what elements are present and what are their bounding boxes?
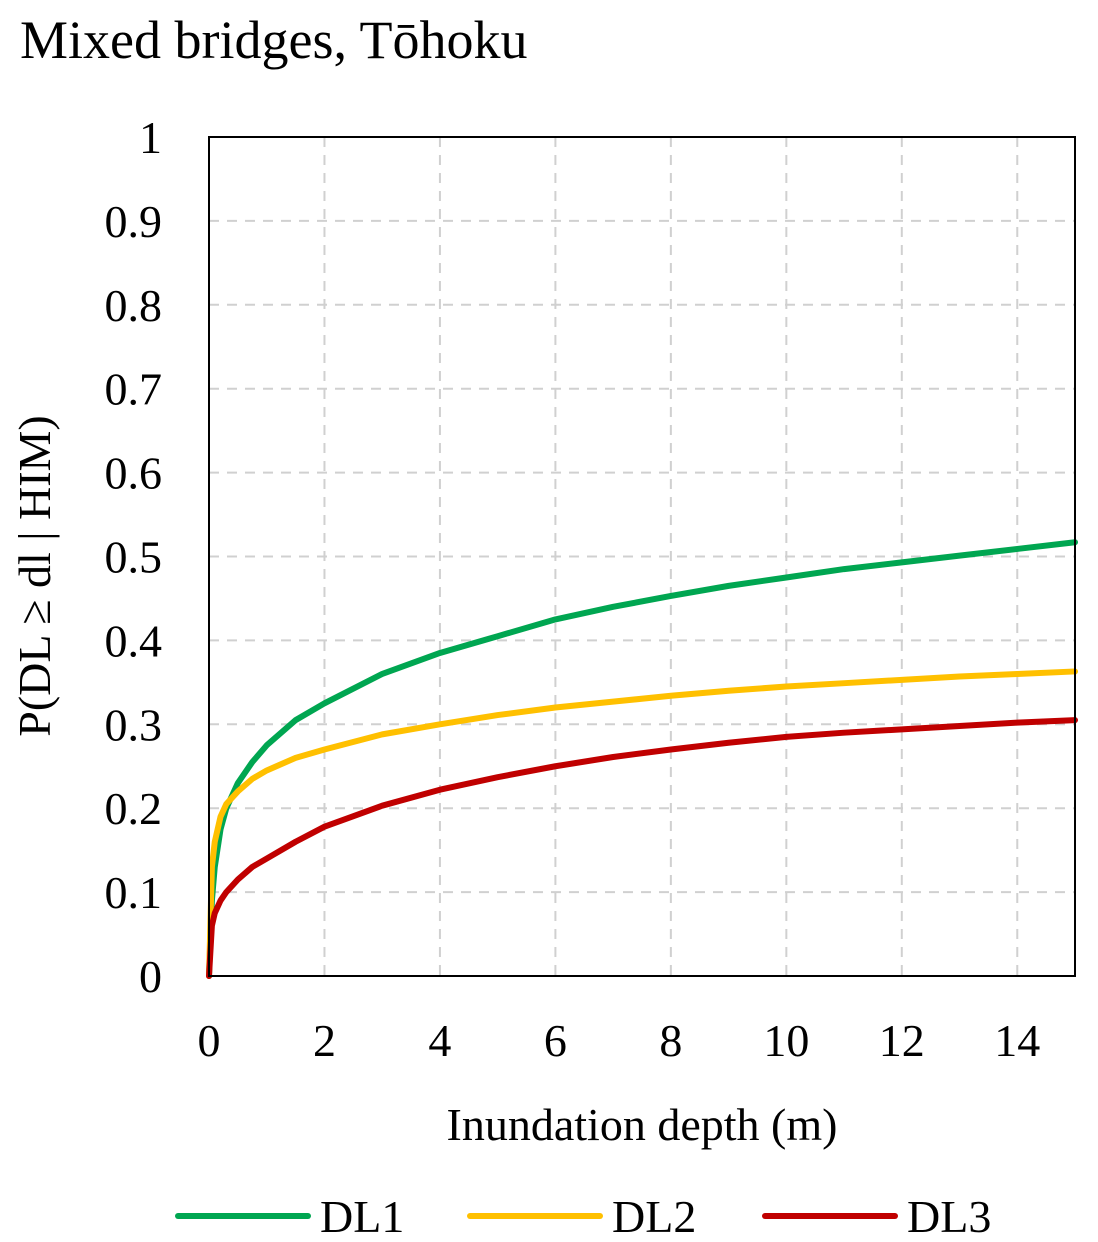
legend: DL1 DL2 DL3 <box>175 1191 991 1242</box>
x-tick-label: 2 <box>313 1015 336 1066</box>
chart-title: Mixed bridges, Tōhoku <box>20 10 527 70</box>
legend-item-dl3: DL3 <box>762 1191 991 1242</box>
x-tick-label: 14 <box>994 1015 1040 1066</box>
y-tick-label: 0.3 <box>105 699 163 750</box>
y-tick-label: 0.8 <box>105 280 163 331</box>
x-tick-label: 6 <box>544 1015 567 1066</box>
y-tick-label: 0.9 <box>105 196 163 247</box>
series-lines <box>206 539 1078 979</box>
series-line-dl1 <box>206 539 1078 979</box>
y-tick-label: 0.7 <box>105 364 163 415</box>
legend-item-dl2: DL2 <box>467 1191 696 1242</box>
x-tick-label: 8 <box>659 1015 682 1066</box>
y-tick-label: 0 <box>139 951 162 1002</box>
y-tick-label: 0.4 <box>105 615 163 666</box>
legend-item-dl1: DL1 <box>175 1191 404 1242</box>
x-axis-ticks: 0 2 4 6 8 10 12 14 <box>198 1015 1041 1066</box>
x-tick-label: 0 <box>198 1015 221 1066</box>
x-axis-label: Inundation depth (m) <box>447 1099 838 1150</box>
y-tick-label: 0.5 <box>105 532 163 583</box>
plot-area-border <box>208 136 1076 977</box>
series-line-dl2 <box>206 668 1078 979</box>
series-line-dl3 <box>206 717 1078 979</box>
grid-lines <box>209 137 1075 976</box>
y-tick-label: 0.2 <box>105 783 163 834</box>
y-tick-label: 0.6 <box>105 448 163 499</box>
legend-label: DL3 <box>907 1191 991 1242</box>
legend-label: DL1 <box>320 1191 404 1242</box>
y-axis-label: P(DL ≥ dl | HIM) <box>9 415 60 737</box>
y-tick-label: 0.1 <box>105 867 163 918</box>
y-tick-label: 1 <box>139 112 162 163</box>
x-tick-label: 12 <box>879 1015 925 1066</box>
legend-label: DL2 <box>612 1191 696 1242</box>
x-tick-label: 4 <box>428 1015 451 1066</box>
y-axis-ticks: 0 0.1 0.2 0.3 0.4 0.5 0.6 0.7 0.8 0.9 1 <box>105 112 163 1002</box>
x-tick-label: 10 <box>763 1015 809 1066</box>
